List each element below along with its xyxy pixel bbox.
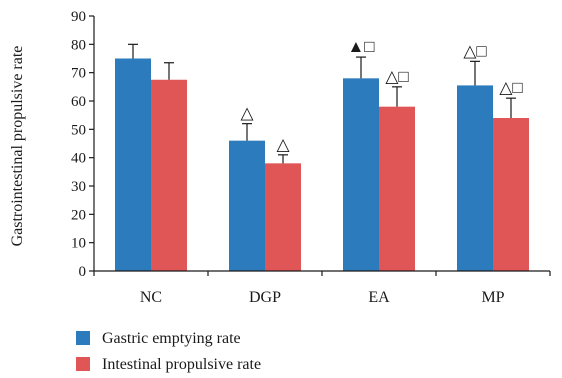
y-axis: 0 10 20 30 40 50 60 70 80 90 — [71, 9, 95, 280]
bar — [265, 163, 301, 271]
bar — [379, 106, 415, 272]
legend-label: Gastric emptying rate — [102, 330, 241, 347]
bar — [151, 79, 187, 271]
category-label: DGP — [249, 289, 281, 306]
significance-marker: △□ — [499, 78, 522, 97]
significance-marker: △□ — [385, 67, 408, 86]
legend: Gastric emptying rate Intestinal propulsi… — [76, 330, 261, 373]
y-tick-label: 90 — [71, 9, 86, 25]
y-tick-label: 10 — [71, 236, 86, 252]
category-label: NC — [140, 289, 162, 306]
significance-marker: △ — [276, 135, 290, 154]
bar — [115, 58, 151, 271]
y-tick-label: 80 — [71, 37, 86, 53]
legend-swatch — [76, 357, 90, 371]
y-tick-label: 30 — [71, 179, 86, 195]
category-label: EA — [368, 289, 390, 306]
significance-marker: △□ — [463, 41, 486, 60]
y-tick-label: 20 — [71, 207, 86, 223]
x-axis: NC DGP EA MP — [93, 270, 551, 306]
y-tick-label: 60 — [71, 94, 86, 110]
y-tick-label: 70 — [71, 66, 86, 82]
category-label: MP — [481, 289, 504, 306]
y-tick-label: 50 — [71, 122, 86, 138]
y-tick-label: 0 — [79, 264, 87, 280]
legend-swatch — [76, 331, 90, 345]
y-axis-title: Gastrointestinal propulsive rate — [9, 46, 26, 247]
bar — [493, 118, 529, 271]
bar — [229, 140, 265, 271]
legend-label: Intestinal propulsive rate — [102, 356, 261, 373]
bars: △ ▲□ △□ △ △□ △□ — [115, 37, 529, 272]
bar — [457, 85, 493, 272]
significance-marker: ▲□ — [347, 37, 374, 56]
y-tick-label: 40 — [71, 151, 86, 167]
significance-marker: △ — [240, 104, 254, 123]
bar — [343, 78, 379, 271]
